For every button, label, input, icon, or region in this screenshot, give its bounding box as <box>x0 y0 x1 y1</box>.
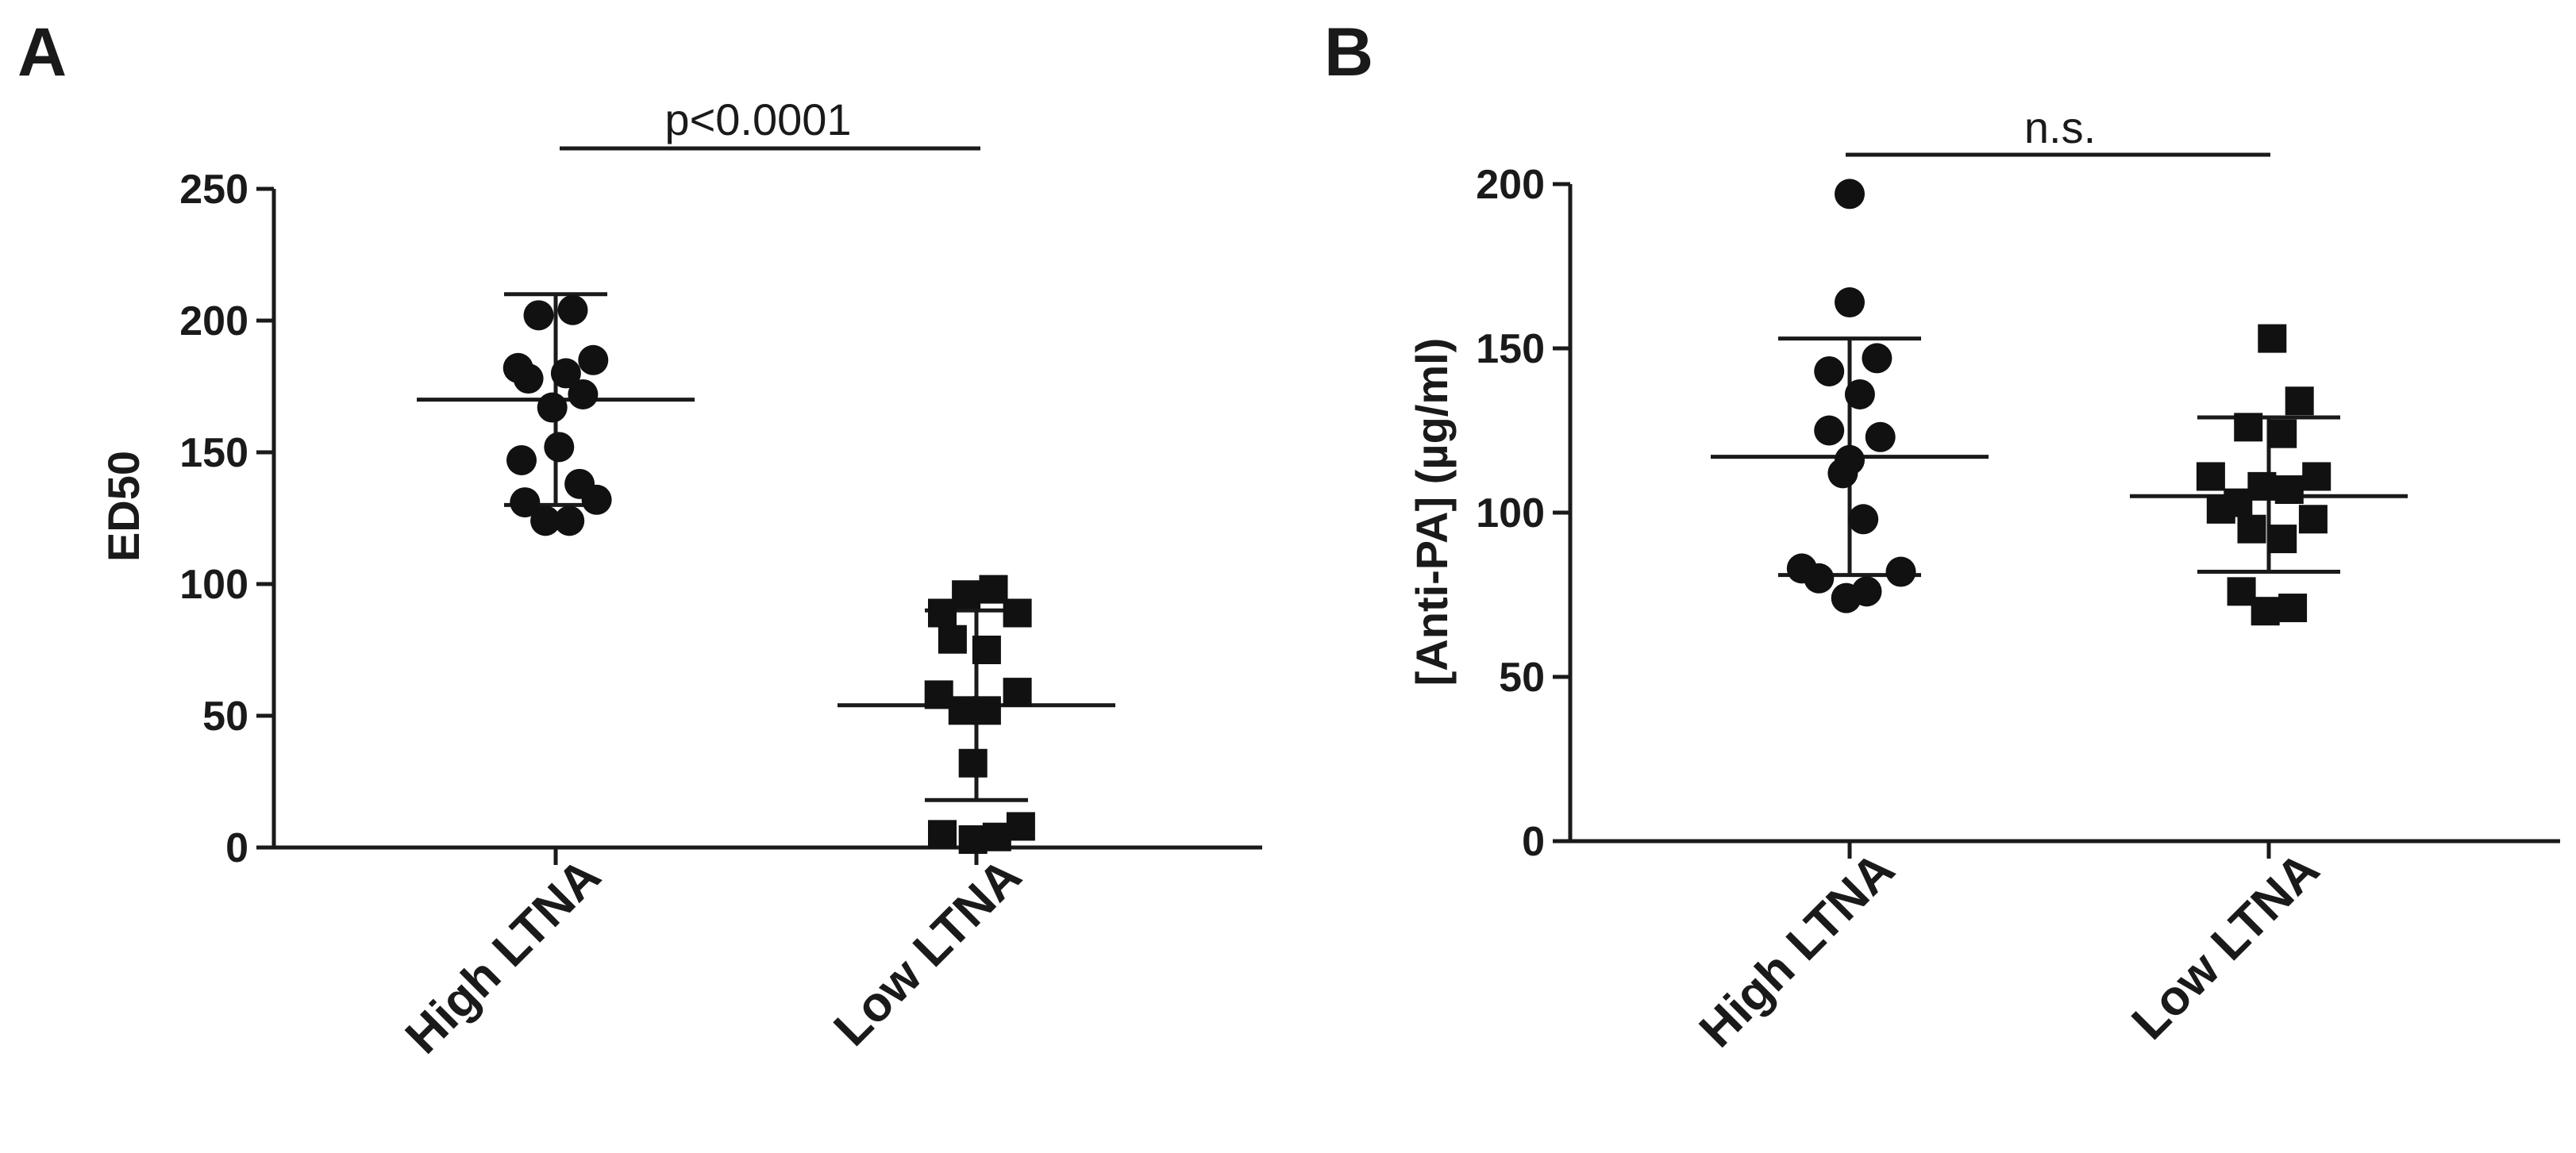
data-point-square <box>972 696 1001 725</box>
data-point-square <box>2268 419 2297 448</box>
panel-b-y-axis-title: [Anti-PA] (µg/ml) <box>1407 338 1457 686</box>
y-tick-label: 50 <box>202 694 248 740</box>
data-point-square <box>2196 462 2225 491</box>
panel-b-points <box>1786 179 2331 626</box>
data-point-circle <box>1848 504 1879 535</box>
data-point-square <box>958 825 988 855</box>
data-point-square <box>952 580 981 609</box>
data-point-circle <box>1885 556 1916 587</box>
panel-a-letter: A <box>17 14 67 90</box>
data-point-circle <box>1804 563 1835 594</box>
data-point-circle <box>1835 179 1865 209</box>
panel-a-y-ticks: 0 50 100 150 200 250 <box>179 167 274 871</box>
data-point-circle <box>1862 343 1893 374</box>
data-point-circle <box>523 300 554 331</box>
panel-b-x-ticks <box>1847 841 2271 859</box>
panel-a-significance-label: p<0.0001 <box>664 94 851 144</box>
data-point-circle <box>1827 458 1858 489</box>
panel-a-category-label-high: High LTNA <box>395 848 611 1064</box>
data-point-circle <box>544 432 575 463</box>
panel-a-y-axis-title: ED50 <box>98 451 148 562</box>
data-point-circle <box>510 487 541 518</box>
panel-b-category-label-low: Low LTNA <box>2122 842 2330 1050</box>
panel-a-x-ticks <box>553 847 979 865</box>
y-tick-label: 0 <box>1522 819 1545 865</box>
data-point-square <box>979 575 1008 604</box>
y-tick-label: 150 <box>179 430 248 476</box>
data-point-square <box>2298 505 2328 534</box>
data-point-square <box>2258 324 2287 353</box>
data-point-square <box>1003 678 1032 707</box>
data-point-square <box>2227 577 2256 606</box>
data-point-circle <box>513 363 544 394</box>
data-point-circle <box>581 484 612 515</box>
data-point-circle <box>568 379 599 409</box>
data-point-square <box>2206 494 2235 524</box>
data-point-circle <box>537 392 568 423</box>
data-point-circle <box>554 505 585 536</box>
data-point-square <box>2247 471 2277 501</box>
data-point-circle <box>1844 379 1875 409</box>
data-point-square <box>928 598 957 628</box>
y-tick-label: 100 <box>1476 490 1545 536</box>
data-point-square <box>972 636 1001 664</box>
data-point-square <box>958 748 988 778</box>
y-tick-label: 50 <box>1499 655 1545 701</box>
panel-b-letter: B <box>1324 14 1373 90</box>
panel-b-category-label-high: High LTNA <box>1689 842 1905 1058</box>
data-point-circle <box>1814 415 1845 446</box>
data-point-circle <box>1835 287 1865 318</box>
data-point-circle <box>1865 421 1896 452</box>
y-tick-label: 200 <box>1476 162 1545 208</box>
y-tick-label: 100 <box>179 562 248 608</box>
data-point-square <box>982 822 1011 851</box>
panel-a-points <box>502 294 1035 855</box>
data-point-circle <box>506 444 537 475</box>
data-point-square <box>938 625 967 654</box>
panel-b-significance-label: n.s. <box>2024 102 2096 152</box>
data-point-circle <box>530 505 561 536</box>
data-point-circle <box>550 358 581 389</box>
panel-b-y-ticks: 0 50 100 150 200 <box>1476 162 1570 865</box>
data-point-circle <box>557 294 588 325</box>
panel-a: A ED50 0 50 100 150 200 250 p<0.0001 High LTN… <box>17 14 1262 1064</box>
data-point-square <box>928 820 957 849</box>
data-point-square <box>924 680 953 709</box>
data-point-square <box>2285 386 2314 416</box>
panel-b: B [Anti-PA] (µg/ml) 0 50 100 150 200 n.s. Hi… <box>1324 14 2560 1058</box>
data-point-square <box>2274 475 2304 505</box>
data-point-square <box>2302 462 2331 491</box>
data-point-circle <box>1851 576 1882 607</box>
data-point-square <box>2234 413 2263 442</box>
data-point-square <box>2278 594 2308 623</box>
data-point-square <box>948 696 977 725</box>
panel-a-category-label-low: Low LTNA <box>824 848 1032 1056</box>
data-point-square <box>1003 598 1032 628</box>
y-tick-label: 250 <box>179 167 248 213</box>
data-point-square <box>2237 514 2266 544</box>
data-point-square <box>1006 812 1035 841</box>
y-tick-label: 150 <box>1476 326 1545 372</box>
data-point-circle <box>578 344 609 375</box>
data-point-circle <box>1814 356 1845 386</box>
y-tick-label: 200 <box>179 298 248 344</box>
data-point-square <box>2268 525 2297 554</box>
y-tick-label: 0 <box>225 825 248 871</box>
data-point-square <box>2251 597 2280 626</box>
